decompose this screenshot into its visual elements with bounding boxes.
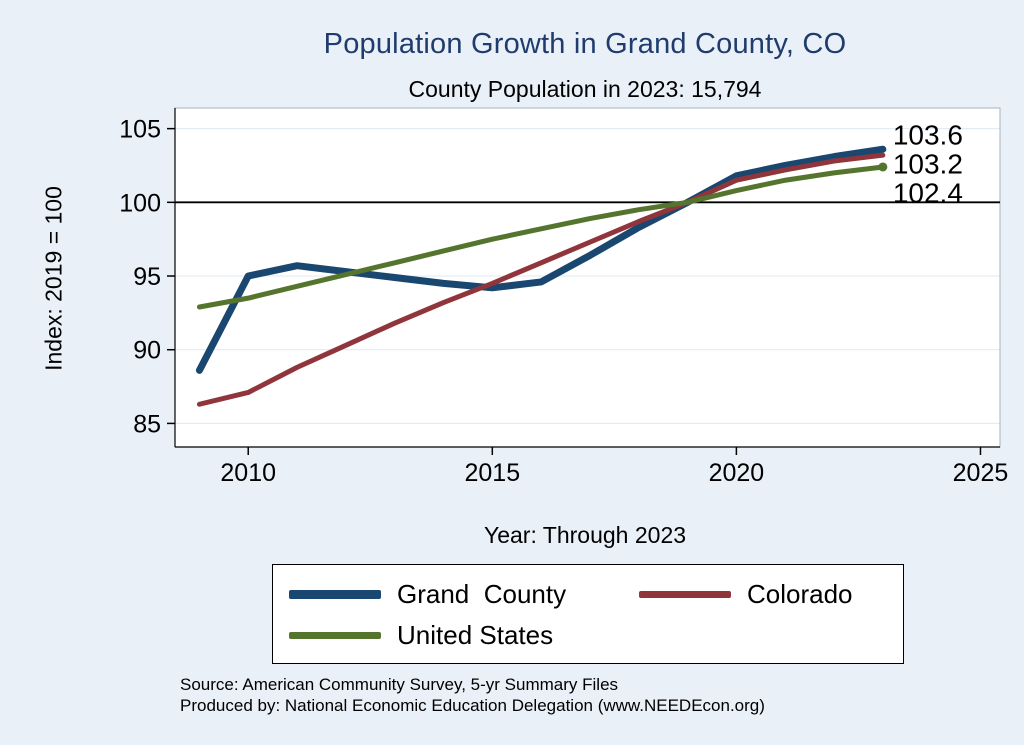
x-axis-label: Year: Through 2023 (483, 522, 687, 548)
legend-item-united-states: United States (289, 620, 629, 651)
x-tick-label: 2010 (220, 459, 276, 487)
legend-label-colorado: Colorado (747, 579, 853, 609)
legend-item-colorado: Colorado (639, 579, 893, 610)
y-tick-label: 100 (119, 189, 161, 217)
legend-label-grand-county: Grand County (397, 579, 567, 609)
chart-subtitle: County Population in 2023: 15,794 (408, 76, 762, 102)
legend-label-united-states: United States (397, 620, 554, 650)
end-marker (878, 162, 888, 172)
end-value-label: 103.6 (893, 119, 963, 150)
y-tick-label: 105 (119, 116, 161, 144)
y-tick-label: 90 (133, 337, 161, 365)
x-tick-label: 2025 (953, 459, 1009, 487)
series-line-grand-county (195, 145, 887, 374)
series-line-united-states (196, 164, 886, 310)
end-value-label: 102.4 (893, 177, 963, 208)
legend-swatch-colorado (639, 591, 731, 598)
legend: Grand County Colorado United States (272, 564, 904, 664)
legend-item-grand-county: Grand County (289, 579, 629, 610)
plot-background (175, 108, 1000, 447)
source-note: Source: American Community Survey, 5-yr … (180, 674, 980, 717)
series-line-colorado (196, 152, 886, 407)
legend-swatch-grand-county (289, 590, 381, 599)
y-tick-label: 95 (133, 263, 161, 291)
source-line-1: Source: American Community Survey, 5-yr … (180, 675, 619, 694)
end-value-label: 103.2 (893, 148, 963, 179)
source-line-2: Produced by: National Economic Education… (180, 696, 765, 716)
x-tick-label: 2020 (709, 459, 765, 487)
x-tick-label: 2015 (464, 459, 520, 487)
chart-title: Population Growth in Grand County, CO (323, 28, 847, 60)
y-tick-label: 85 (133, 410, 161, 438)
legend-swatch-united-states (289, 632, 381, 639)
